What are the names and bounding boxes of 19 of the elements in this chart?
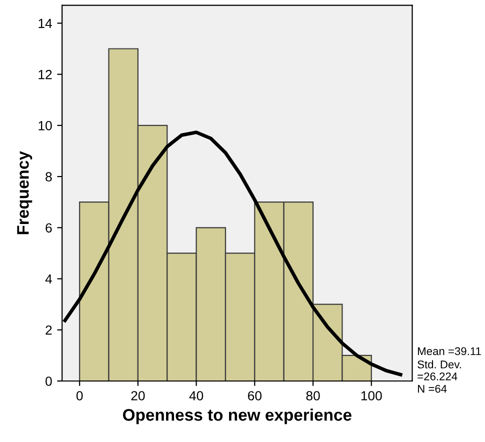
y-tick-label: 6 (46, 223, 52, 233)
y-tick-label: 8 (46, 172, 52, 182)
y-tick-label: 4 (45, 274, 52, 284)
y-axis-title: Frequency (17, 151, 32, 234)
y-tick-label: 10 (38, 120, 52, 130)
text: Std. Dev. =26.224 (418, 360, 461, 380)
text: Mean =39.11 (418, 347, 481, 356)
y-tick-label: 14 (38, 18, 52, 28)
x-tick-label: 0 (76, 391, 83, 400)
text: N =64 (418, 384, 447, 393)
y-tick-label: 0 (46, 376, 52, 386)
x-tick-label: 40 (189, 391, 204, 400)
x-tick-label: 60 (248, 391, 262, 400)
x-tick-label: 80 (306, 391, 320, 400)
y-tick-label: 12 (38, 70, 52, 80)
x-tick-label: 20 (131, 391, 145, 400)
y-tick-label: 2 (46, 325, 52, 335)
x-tick-label: 100 (361, 391, 382, 400)
x-axis-title: Openness to new experience (123, 408, 352, 424)
